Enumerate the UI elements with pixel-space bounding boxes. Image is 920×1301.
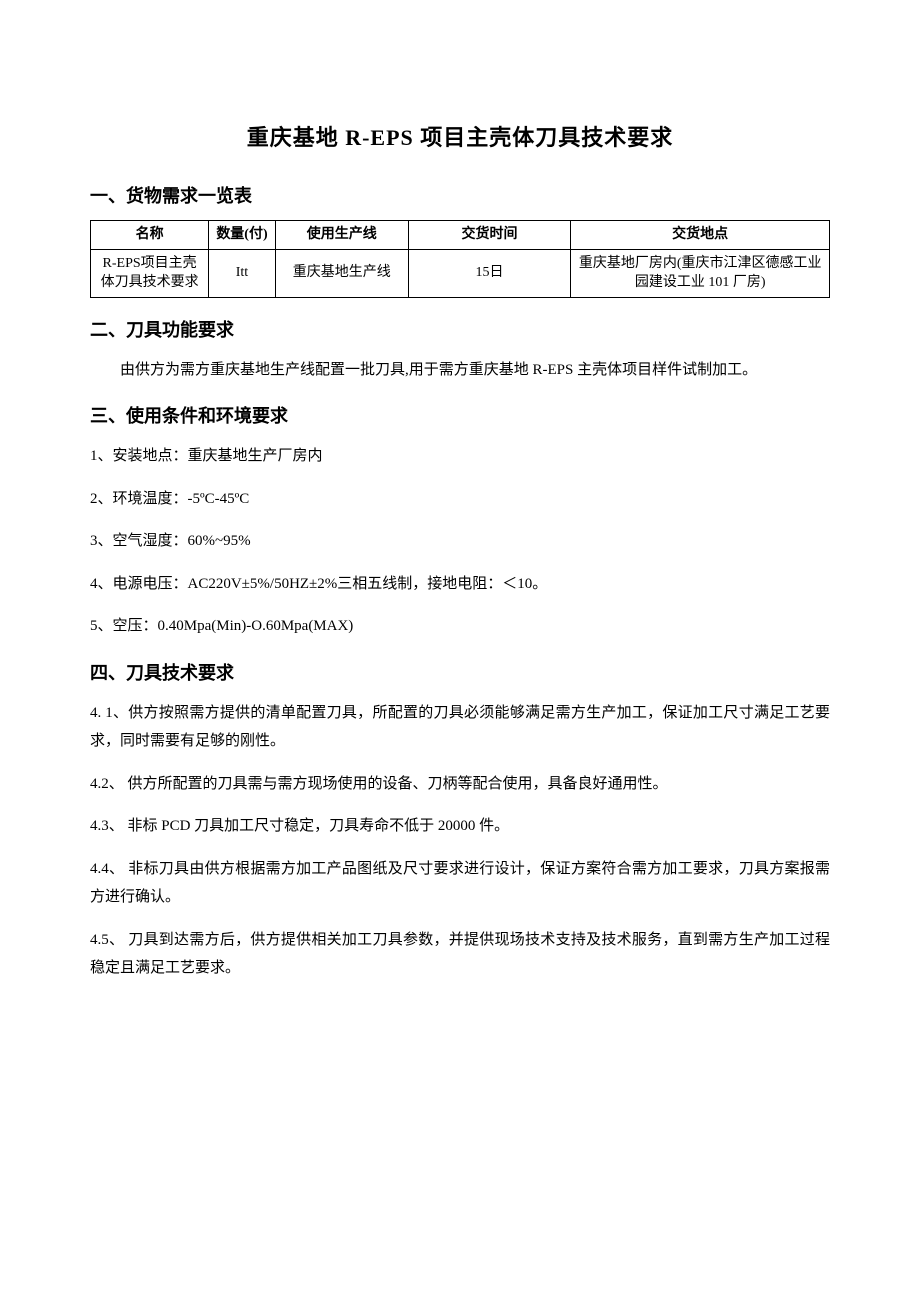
document-title: 重庆基地 R-EPS 项目主壳体刀具技术要求 bbox=[90, 120, 830, 152]
section-2-heading: 二、刀具功能要求 bbox=[90, 316, 830, 342]
s4-item-2: 4.2、 供方所配置的刀具需与需方现场使用的设备、刀柄等配合使用，具备良好通用性… bbox=[90, 770, 830, 799]
s3-item-5: 5、空压：0.40Mpa(Min)-O.60Mpa(MAX) bbox=[90, 612, 830, 641]
col-name: 名称 bbox=[91, 221, 209, 250]
section-4-heading: 四、刀具技术要求 bbox=[90, 659, 830, 685]
s3-item-2: 2、环境温度：-5ºC-45ºC bbox=[90, 485, 830, 514]
s3-item-1: 1、安装地点：重庆基地生产厂房内 bbox=[90, 442, 830, 471]
col-line: 使用生产线 bbox=[275, 221, 408, 250]
s3-item-4: 4、电源电压：AC220V±5%/50HZ±2%三相五线制，接地电阻：＜10。 bbox=[90, 570, 830, 599]
section-1-heading: 一、货物需求一览表 bbox=[90, 182, 830, 208]
cell-time: 15日 bbox=[408, 249, 571, 297]
section-2-body: 由供方为需方重庆基地生产线配置一批刀具,用于需方重庆基地 R-EPS 主壳体项目… bbox=[90, 356, 830, 385]
s4-item-4: 4.4、 非标刀具由供方根据需方加工产品图纸及尺寸要求进行设计，保证方案符合需方… bbox=[90, 855, 830, 912]
col-loc: 交货地点 bbox=[571, 221, 830, 250]
s4-item-1: 4. 1、供方按照需方提供的清单配置刀具，所配置的刀具必须能够满足需方生产加工，… bbox=[90, 699, 830, 756]
col-time: 交货时间 bbox=[408, 221, 571, 250]
section-3-heading: 三、使用条件和环境要求 bbox=[90, 402, 830, 428]
col-qty: 数量(付) bbox=[209, 221, 276, 250]
s4-item-5: 4.5、 刀具到达需方后，供方提供相关加工刀具参数，并提供现场技术支持及技术服务… bbox=[90, 926, 830, 983]
s4-item-3: 4.3、 非标 PCD 刀具加工尺寸稳定，刀具寿命不低于 20000 件。 bbox=[90, 812, 830, 841]
cell-loc: 重庆基地厂房内(重庆市江津区德感工业园建设工业 101 厂房) bbox=[571, 249, 830, 297]
table-row: R-EPS项目主壳体刀具技术要求 Itt 重庆基地生产线 15日 重庆基地厂房内… bbox=[91, 249, 830, 297]
cell-line: 重庆基地生产线 bbox=[275, 249, 408, 297]
cell-qty: Itt bbox=[209, 249, 276, 297]
cell-name: R-EPS项目主壳体刀具技术要求 bbox=[91, 249, 209, 297]
goods-demand-table: 名称 数量(付) 使用生产线 交货时间 交货地点 R-EPS项目主壳体刀具技术要… bbox=[90, 220, 830, 298]
s3-item-3: 3、空气湿度：60%~95% bbox=[90, 527, 830, 556]
table-header-row: 名称 数量(付) 使用生产线 交货时间 交货地点 bbox=[91, 221, 830, 250]
